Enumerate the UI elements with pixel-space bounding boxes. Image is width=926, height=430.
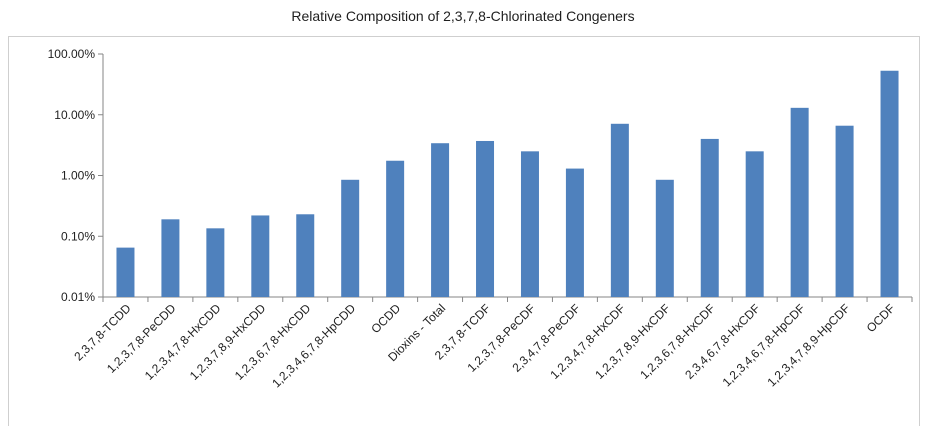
x-category-label: 1,2,3,4,6,7,8-HpCDD: [269, 301, 358, 390]
bar: [386, 160, 405, 297]
chart-axes: [98, 53, 913, 302]
x-category-label: 2,3,4,6,7,8-HxCDF: [682, 301, 763, 382]
chart-labels: 0.01%0.10%1.00%10.00%100.00%2,3,7,8-TCDD…: [48, 47, 898, 390]
x-category-label: 1,2,3,4,7,8-HxCDD: [142, 301, 224, 383]
bar: [161, 219, 180, 297]
bar: [520, 151, 539, 297]
bar: [880, 70, 899, 297]
bar: [476, 140, 495, 297]
x-category-label: OCDD: [368, 301, 403, 336]
y-tick-label: 10.00%: [54, 108, 95, 122]
x-category-label: 1,2,3,7,8,9-HxCDF: [592, 301, 673, 382]
y-tick-label: 0.01%: [61, 290, 95, 304]
bar: [835, 125, 854, 298]
x-category-label: 1,2,3,4,7,8,9-HpCDF: [765, 301, 853, 389]
x-category-label: OCDF: [864, 301, 898, 335]
bar: [790, 107, 809, 297]
bar: [251, 215, 270, 297]
plot-area-frame: [8, 36, 920, 426]
bar: [116, 247, 135, 297]
y-tick-label: 0.10%: [61, 229, 95, 243]
bar: [206, 228, 225, 297]
x-category-label: 1,2,3,4,7,8-HxCDF: [547, 301, 628, 382]
bar: [745, 151, 764, 297]
x-category-label: 1,2,3,6,7,8-HxCDF: [637, 301, 718, 382]
bar: [341, 179, 360, 297]
chart-title: Relative Composition of 2,3,7,8-Chlorina…: [291, 8, 635, 24]
x-category-label: 1,2,3,7,8,9-HxCDD: [187, 301, 269, 383]
bar: [565, 168, 584, 297]
bar: [655, 179, 674, 297]
bar: [296, 214, 315, 297]
x-category-label: 1,2,3,4,6,7,8-HpCDF: [720, 301, 808, 389]
bar: [431, 143, 450, 297]
y-tick-label: 1.00%: [61, 169, 95, 183]
chart-bars: [116, 70, 899, 298]
bar: [700, 138, 719, 297]
x-category-label: 1,2,3,6,7,8-HxCDD: [232, 301, 314, 383]
y-tick-label: 100.00%: [48, 47, 96, 61]
bar: [610, 123, 629, 297]
